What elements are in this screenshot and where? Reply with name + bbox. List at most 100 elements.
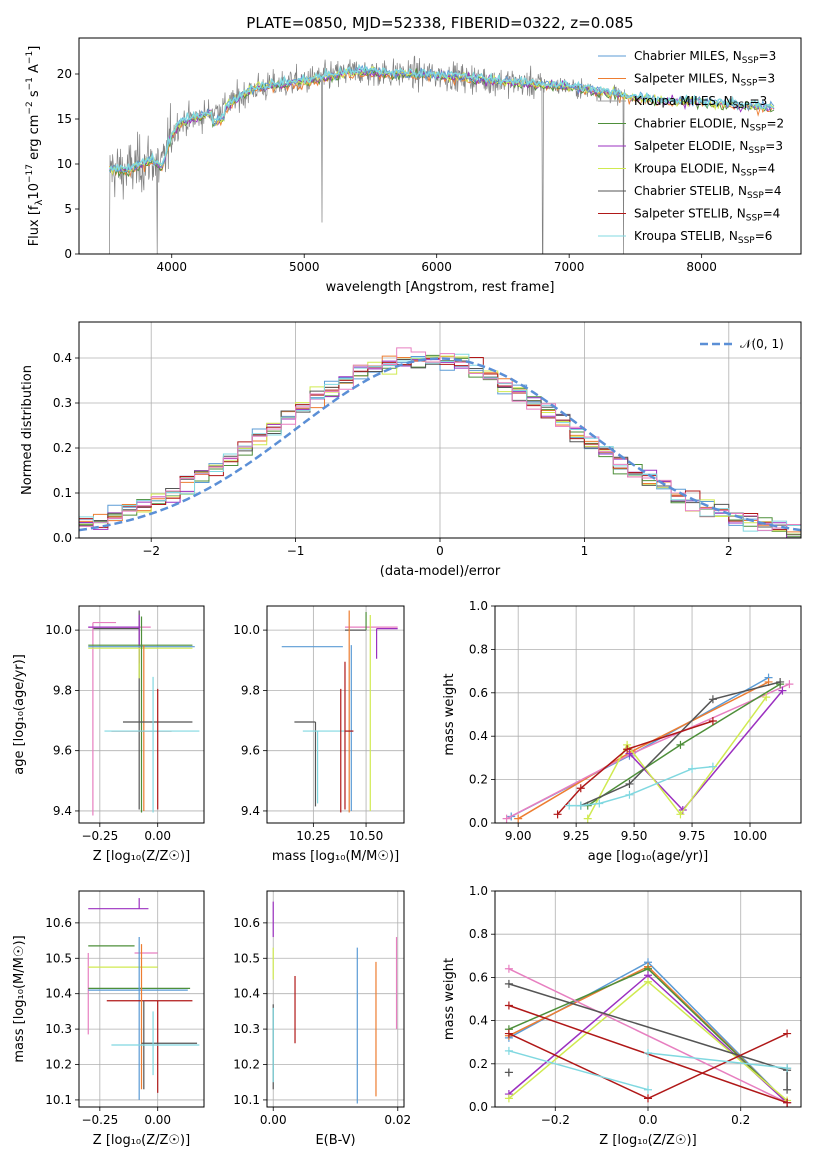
y-axis-label-part: −2 bbox=[25, 101, 35, 114]
legend-label-suffix: =3 bbox=[759, 49, 777, 63]
weight-marker bbox=[708, 762, 717, 771]
y-axis-label-part: ] bbox=[27, 46, 42, 51]
errorbar-point bbox=[106, 1000, 193, 1093]
x-tick-label: 5000 bbox=[289, 260, 320, 274]
weight-line bbox=[628, 690, 784, 812]
weight-marker bbox=[504, 1001, 513, 1010]
weight-marker bbox=[553, 810, 562, 819]
y-tick-label: 0.2 bbox=[53, 441, 72, 455]
y-tick-label: 5 bbox=[64, 202, 72, 216]
x-tick-label: 8000 bbox=[686, 260, 717, 274]
legend-label-suffix: =4 bbox=[763, 207, 781, 221]
legend-label-subscript: SSP bbox=[738, 236, 755, 246]
legend-label: Chabrier ELODIE, NSSP=2 bbox=[634, 117, 784, 134]
y-axis-label: Flux [fλ10−17 erg cm−2 s−1 A−1] bbox=[25, 46, 45, 247]
legend-label-subscript: SSP bbox=[748, 146, 765, 156]
x-axis-label: E(B-V) bbox=[315, 1133, 355, 1148]
y-tick-label: 0.4 bbox=[469, 729, 488, 743]
legend-label-text: Salpeter MILES, N bbox=[634, 72, 741, 86]
weight-marker bbox=[676, 740, 685, 749]
y-axis-label-part: 10 bbox=[27, 183, 42, 200]
weight-series bbox=[504, 1046, 652, 1094]
x-tick-label: −0.25 bbox=[81, 829, 118, 843]
y-axis-label-part: erg cm bbox=[27, 115, 42, 164]
x-tick-label: 2 bbox=[725, 544, 733, 558]
weight-line bbox=[587, 696, 767, 820]
weight-marker bbox=[625, 790, 634, 799]
y-axis-label: mass weight bbox=[442, 673, 457, 755]
x-axis-label: Z [log₁₀(Z/Z☉)] bbox=[599, 1133, 696, 1148]
x-tick-label: 9.25 bbox=[563, 829, 590, 843]
line-plot bbox=[502, 673, 794, 823]
y-axis-label-part: A bbox=[27, 64, 42, 77]
y-tick-label: 10.1 bbox=[233, 1093, 260, 1107]
x-tick-label: 9.50 bbox=[621, 829, 648, 843]
axes-frame bbox=[78, 37, 802, 255]
x-tick-label: 7000 bbox=[554, 260, 585, 274]
weight-marker bbox=[504, 1029, 513, 1038]
legend-label-suffix: =3 bbox=[765, 139, 783, 153]
weight-marker bbox=[644, 1049, 652, 1057]
weight-marker bbox=[514, 814, 523, 823]
y-tick-label: 10.3 bbox=[45, 1022, 72, 1036]
weight-marker bbox=[625, 779, 634, 788]
errorbar-point bbox=[88, 647, 193, 679]
legend-label-text: Kroupa MILES, N bbox=[634, 94, 733, 108]
legend-label-subscript: SSP bbox=[747, 191, 764, 201]
weight-series bbox=[565, 762, 717, 810]
x-axis-label: age [log₁₀(age/yr)] bbox=[588, 849, 709, 864]
model-spectrum-line bbox=[108, 63, 775, 173]
x-tick-label: −2 bbox=[142, 544, 160, 558]
x-tick-label: −0.2 bbox=[541, 1113, 570, 1127]
spectrum-plot bbox=[108, 55, 775, 254]
axes-frame bbox=[494, 605, 802, 824]
y-tick-label: 10.6 bbox=[45, 916, 72, 930]
weight-marker bbox=[565, 801, 574, 810]
errorbar-point bbox=[302, 730, 354, 804]
x-tick-label: −1 bbox=[287, 544, 305, 558]
y-tick-label: 10.4 bbox=[45, 987, 72, 1001]
y-tick-label: 10.5 bbox=[45, 951, 72, 965]
y-tick-label: 0.2 bbox=[469, 773, 488, 787]
y-tick-label: 0.8 bbox=[469, 642, 488, 656]
y-tick-label: 0 bbox=[64, 247, 72, 261]
weight-series bbox=[504, 1029, 792, 1103]
weight-line bbox=[508, 968, 788, 1104]
legend-label-suffix: =3 bbox=[757, 72, 775, 86]
y-axis-label-part: Flux [f bbox=[27, 205, 42, 246]
y-tick-label: 0.2 bbox=[469, 1057, 488, 1071]
weight-series bbox=[583, 693, 771, 823]
weight-marker bbox=[576, 801, 585, 810]
y-tick-label: 10.2 bbox=[233, 1058, 260, 1072]
y-tick-label: 10.0 bbox=[45, 623, 72, 637]
errorbar-point bbox=[104, 676, 200, 813]
x-axis-label: (data-model)/error bbox=[380, 564, 501, 579]
errorbar-point bbox=[88, 937, 188, 1100]
legend-label-text: Salpeter ELODIE, N bbox=[634, 139, 748, 153]
weight-marker bbox=[595, 799, 604, 808]
weight-marker bbox=[623, 745, 632, 754]
normal-distribution-curve bbox=[79, 357, 801, 532]
y-tick-label: 0.3 bbox=[53, 396, 72, 410]
weight-series bbox=[644, 1049, 792, 1073]
y-tick-label: 1.0 bbox=[469, 599, 488, 613]
weight-marker bbox=[778, 686, 787, 695]
legend-label: Chabrier STELIB, NSSP=4 bbox=[634, 184, 782, 201]
legend-label-subscript: SSP bbox=[746, 214, 763, 224]
weight-marker bbox=[504, 1068, 513, 1077]
x-tick-label: 10.50 bbox=[349, 829, 383, 843]
legend-label-subscript: SSP bbox=[741, 79, 758, 89]
y-axis-label: Normed distribution bbox=[20, 365, 35, 495]
weight-vs-age-panel: 9.00 9.25 9.50 9.75 10.00 0.0 0.2 0.4 0.6 0.8 1.0 a… bbox=[442, 599, 802, 864]
weight-marker bbox=[776, 677, 785, 686]
legend-label: 𝒩(0, 1) bbox=[740, 337, 784, 351]
axes-frame bbox=[266, 890, 405, 1108]
line-plot bbox=[504, 958, 792, 1107]
x-tick-label: 0.02 bbox=[384, 1113, 411, 1127]
weight-series bbox=[514, 677, 773, 823]
errorbar-point bbox=[294, 721, 317, 807]
weight-marker bbox=[576, 784, 585, 793]
y-axis-label: age [log₁₀(age/yr)] bbox=[12, 654, 27, 775]
legend-label: Kroupa ELODIE, NSSP=4 bbox=[634, 162, 775, 179]
legend-label-subscript: SSP bbox=[733, 101, 750, 111]
